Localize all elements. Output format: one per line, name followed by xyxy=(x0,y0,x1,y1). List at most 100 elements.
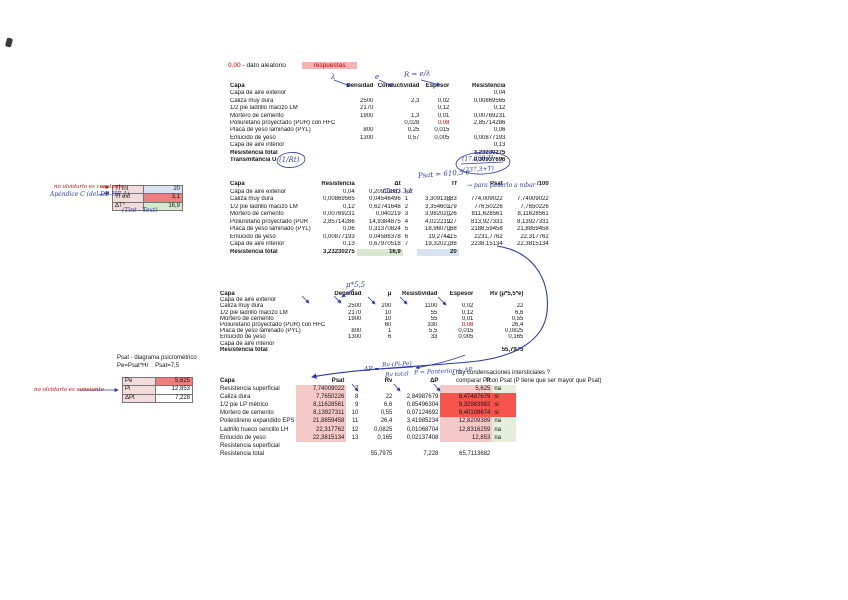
cell-tf[interactable]: 20 xyxy=(416,248,459,256)
cell-rv[interactable] xyxy=(360,442,394,450)
cell-conductividad[interactable] xyxy=(375,105,421,112)
cell-index[interactable] xyxy=(346,442,360,450)
cell-conductividad[interactable]: 2,3 xyxy=(411,97,420,104)
cell-psat[interactable]: 8,13927311 xyxy=(296,409,347,418)
cell-tf[interactable]: 4,02221927 xyxy=(425,218,457,225)
cell-delta-p[interactable]: 0,85496304 xyxy=(406,402,439,409)
cell-capa[interactable]: Mortero de cemento xyxy=(220,410,274,417)
cell-psat-100[interactable] xyxy=(505,249,551,257)
cell-answer[interactable] xyxy=(492,442,516,450)
cell-resistencia[interactable]: 0,04 xyxy=(343,188,355,195)
cell-answer[interactable]: na xyxy=(492,385,517,394)
cell-resistencia[interactable]: 2,85714286 xyxy=(323,218,355,225)
cell-capa[interactable]: Capa de aire interior xyxy=(230,142,285,149)
cell-capa[interactable]: 1/2 pie ladrillo macizo LM xyxy=(220,309,288,316)
cell-capa[interactable]: Transmitancia U xyxy=(230,157,277,164)
cell-capa[interactable]: Resistencia total xyxy=(220,346,268,353)
cell-delta-t[interactable]: 0,20913883 xyxy=(369,188,401,195)
cell-rv[interactable] xyxy=(360,385,394,393)
cell-index[interactable] xyxy=(403,249,417,257)
cell-espesor[interactable] xyxy=(421,157,451,164)
cell-rv[interactable]: 6,6 xyxy=(384,402,393,409)
cell-resistencia[interactable]: 0,12 xyxy=(343,203,355,210)
cell-resistencia[interactable]: 0,12 xyxy=(493,105,506,112)
cell-psat[interactable]: 8,11628561 xyxy=(296,401,347,410)
cell-capa[interactable]: Resistencia total xyxy=(220,450,265,457)
cell-rv[interactable]: 0,165 xyxy=(377,434,393,441)
cell-answer[interactable]: si xyxy=(492,401,517,410)
cell-delta-p[interactable]: 0,02137408 xyxy=(406,434,439,441)
cell-resistencia[interactable]: 0,00769231 xyxy=(323,211,355,217)
cell-capa[interactable]: Caliza muy dura xyxy=(230,97,274,104)
cell-p[interactable]: 9,32983982 xyxy=(440,401,493,410)
cell-delta-p[interactable] xyxy=(394,442,440,450)
box-value[interactable]: 5,625 xyxy=(155,376,193,387)
cell-psat[interactable]: 22,317762 xyxy=(296,425,347,434)
cell-resistencia[interactable]: 0,06 xyxy=(343,226,355,232)
cell-espesor[interactable]: 0,08 xyxy=(437,120,450,127)
cell-index[interactable]: 1 xyxy=(404,196,409,202)
cell-psat[interactable]: 21,8859458 xyxy=(296,417,347,426)
cell-delta-t[interactable]: 0,31370824 xyxy=(369,226,401,232)
cell-psat-100[interactable]: 21,8859458 xyxy=(517,226,549,232)
cell-index[interactable]: 4 xyxy=(404,218,409,225)
cell-capa[interactable]: Mortero de cemento xyxy=(230,211,284,217)
cell-answer[interactable]: si xyxy=(492,409,517,418)
cell-index[interactable] xyxy=(346,450,360,458)
cell-capa[interactable]: Placa de yeso laminado (PYL) xyxy=(230,226,311,232)
cell-tf[interactable]: 3,35460379 xyxy=(425,203,457,210)
cell-capa[interactable]: Placa de yeso laminado (PYL) xyxy=(220,328,301,335)
cell-resistencia[interactable]: 3,23230275 xyxy=(323,248,355,255)
cell-delta-t[interactable]: 0,62741648 xyxy=(369,203,401,210)
cell-capa[interactable]: Capa de aire exterior xyxy=(220,297,277,304)
cell-delta-t[interactable]: 0,04546496 xyxy=(369,196,401,202)
cell-capa[interactable]: Enlucido de yeso xyxy=(220,434,266,441)
cell-psat[interactable] xyxy=(459,249,505,257)
cell-index[interactable]: 13 xyxy=(351,434,359,441)
cell-p[interactable]: 5,625 xyxy=(440,385,493,394)
cell-index[interactable]: 2 xyxy=(404,203,409,210)
cell-capa[interactable]: Enlucido de yeso xyxy=(220,334,266,341)
cell-espesor[interactable] xyxy=(421,150,451,157)
cell-delta-p[interactable] xyxy=(394,385,440,393)
cell-capa[interactable]: Poliuretano proyectado (PUR xyxy=(230,218,309,225)
cell-psat[interactable]: 2188,59458 xyxy=(471,226,503,232)
cell-tf[interactable]: 19,274415 xyxy=(428,233,457,240)
cell-p[interactable]: 8,47487679 xyxy=(440,393,493,402)
cell-capa[interactable]: 1/2 pie LP métrico xyxy=(220,402,269,409)
cell-psat[interactable]: 813,927331 xyxy=(471,218,503,225)
cell-resistencia[interactable]: 0,06 xyxy=(493,127,506,134)
cell-tf[interactable]: 19,3202788 xyxy=(425,241,457,247)
cell-densidad[interactable] xyxy=(337,150,375,157)
respuestas-highlight[interactable]: respuestas xyxy=(301,62,358,69)
cell-conductividad[interactable] xyxy=(375,157,421,164)
cell-psat[interactable]: 2238,15134 xyxy=(471,241,503,247)
cell-tf[interactable]: 18,9607068 xyxy=(425,226,457,232)
cell-resistencia[interactable]: 0,13 xyxy=(343,241,355,247)
cell-resistencia[interactable]: 0,00877193 xyxy=(323,233,355,240)
cell-psat[interactable] xyxy=(459,189,505,197)
cell-espesor[interactable] xyxy=(421,142,451,149)
cell-conductividad[interactable]: 0,57 xyxy=(407,134,420,141)
cell-index[interactable]: ext xyxy=(404,188,413,195)
cell-index[interactable]: 6 xyxy=(404,233,409,240)
cell-delta-p[interactable]: 2,84987679 xyxy=(406,394,439,401)
cell-rv[interactable]: 55,7975 xyxy=(501,346,524,353)
cell-answer[interactable] xyxy=(492,450,516,458)
cell-conductividad[interactable]: 0,25 xyxy=(407,127,420,134)
cell-delta-t[interactable]: 0,67970518 xyxy=(369,241,401,247)
cell-delta-t[interactable]: 0,040219 xyxy=(375,211,401,217)
cell-capa[interactable]: Resistencia superficial xyxy=(220,386,280,393)
cell-resistencia[interactable]: 0,00869565 xyxy=(473,97,506,104)
cell-capa[interactable]: Resistencia superficial xyxy=(220,442,280,449)
cell-answer[interactable]: na xyxy=(492,433,517,442)
cell-delta-p[interactable]: 0,07124692 xyxy=(406,410,439,417)
cell-densidad[interactable] xyxy=(327,347,363,353)
cell-index[interactable]: 8 xyxy=(355,394,359,401)
cell-p[interactable] xyxy=(440,442,492,450)
cell-capa[interactable]: Mortero de cemento xyxy=(220,315,274,322)
cell-psat-100[interactable]: 22,317762 xyxy=(520,233,549,240)
box-label[interactable]: Pe xyxy=(122,376,156,387)
box-value[interactable]: 20 xyxy=(143,184,183,195)
cell-densidad[interactable] xyxy=(337,157,375,164)
